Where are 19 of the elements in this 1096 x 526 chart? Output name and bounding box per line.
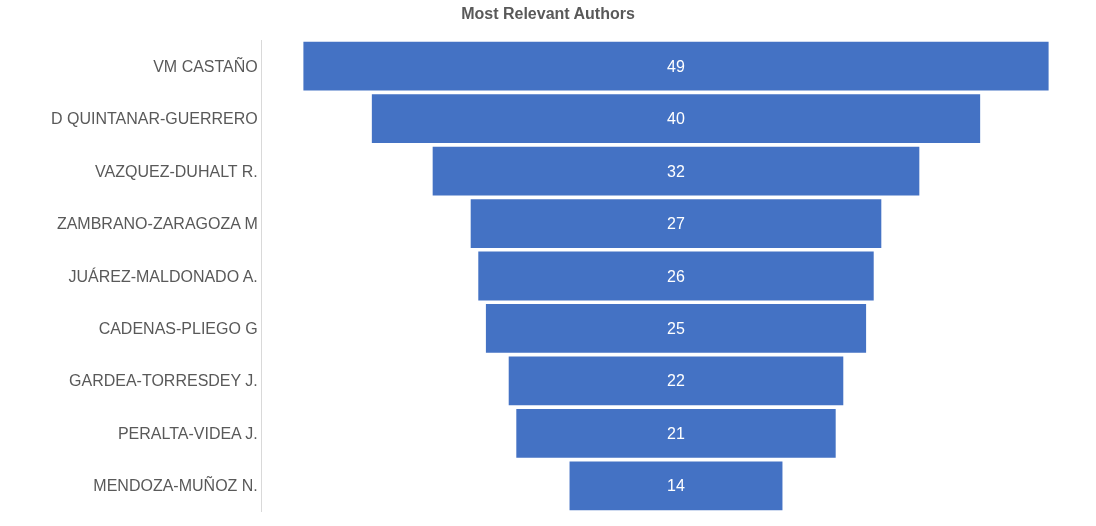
data-label: 32 <box>667 162 685 180</box>
data-label: 26 <box>667 267 685 285</box>
data-label: 25 <box>667 319 685 337</box>
category-label: GARDEA-TORRESDEY J. <box>69 372 258 390</box>
category-label: ZAMBRANO-ZARAGOZA M <box>56 215 258 233</box>
category-label: JUÁREZ-MALDONADO A. <box>68 266 258 285</box>
data-label: 22 <box>667 372 685 390</box>
category-label: PERALTA-VIDEA J. <box>117 424 258 442</box>
data-label: 14 <box>667 477 685 495</box>
category-label: VAZQUEZ-DUHALT R. <box>95 162 258 180</box>
category-label: MENDOZA-MUÑOZ N. <box>93 475 258 495</box>
data-label: 40 <box>667 110 685 128</box>
text: Most Relevant Authors <box>461 5 635 23</box>
data-label: 21 <box>667 424 685 442</box>
category-label: CADENAS-PLIEGO G <box>98 320 258 338</box>
data-label: 49 <box>667 57 685 75</box>
category-label: D QUINTANAR-GUERRERO <box>50 110 258 128</box>
data-label: 27 <box>667 215 685 233</box>
category-label: VM CASTAÑO <box>153 55 258 75</box>
